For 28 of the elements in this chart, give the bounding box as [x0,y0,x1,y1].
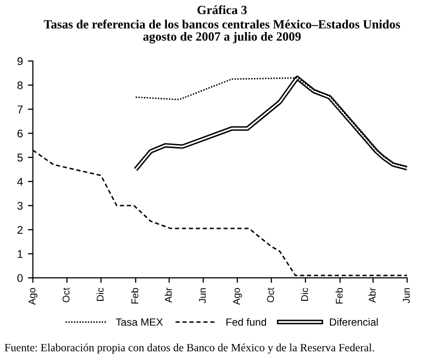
y-tick-label: 0 [17,274,23,282]
x-tick-label: Ago [233,288,242,305]
x-tick-label: Abr [164,288,172,303]
x-tick-label: Dic [96,288,104,301]
y-tick-label: 1 [18,250,23,258]
y-tick-label: 5 [17,154,23,162]
legend-label: Diferencial [330,318,378,326]
chart-subtitle: Tasas de referencia de los bancos centrales México–Estados Unidos agosto de 2007 a julio de 2009 [44,20,400,44]
x-tick-label: Oct [267,288,274,302]
y-tick-label: 4 [17,178,23,186]
y-tick-label: 3 [17,202,23,210]
x-tick-label: Oct [62,288,70,302]
x-tick-label: Jun [199,288,206,304]
y-tick-label: 7 [18,106,23,114]
chart-title: Gráfica 3 [197,5,247,14]
y-tick-label: 2 [18,226,23,234]
y-tick-label: 9 [17,57,23,66]
legend-label: Fed fund [226,318,266,326]
x-tick-label: Feb [131,288,138,304]
y-tick-label: 6 [18,130,23,138]
x-tick-label: Dic [300,288,308,301]
legend-label: Tasa MEX [116,318,163,326]
source-note: Fuente: Elaboración propia con datos de Banco de México y de la Reserva Federal. [4,343,374,354]
x-tick-label: Ago [28,288,38,305]
x-tick-label: Abr [368,288,376,303]
x-tick-label: Jun [402,288,410,304]
x-tick-label: Feb [336,288,343,304]
y-tick-label: 8 [17,81,23,90]
